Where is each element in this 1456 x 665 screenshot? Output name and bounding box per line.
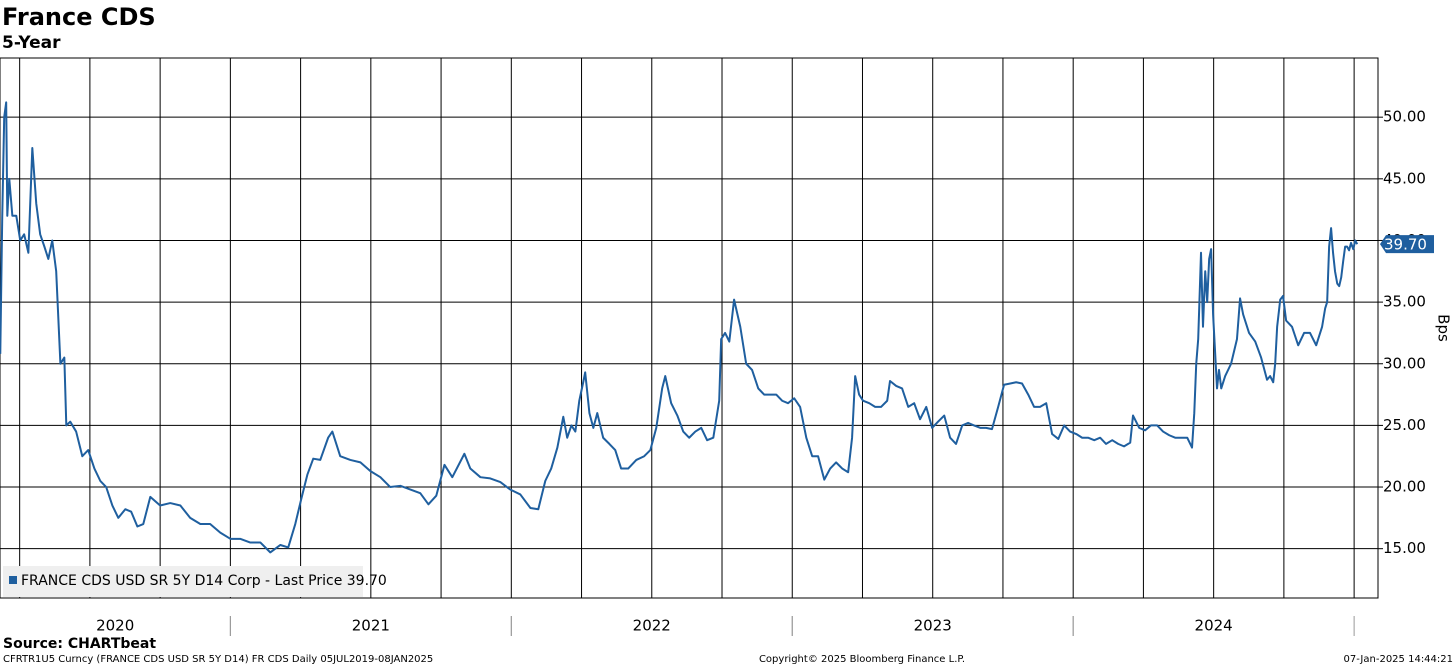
chart-title: France CDS — [2, 3, 156, 31]
y-tick-label: 25.00 — [1383, 416, 1426, 434]
x-tick-label: 2024 — [1195, 617, 1233, 635]
legend-swatch — [9, 576, 17, 584]
y-tick-label: 30.00 — [1383, 354, 1426, 372]
y-tick-label: 35.00 — [1383, 293, 1426, 311]
y-tick-label: 45.00 — [1383, 169, 1426, 187]
chart-subtitle: 5-Year — [2, 33, 61, 53]
legend-label: FRANCE CDS USD SR 5Y D14 Corp - Last Pri… — [21, 573, 387, 589]
x-tick-label: 2020 — [96, 617, 134, 635]
y-tick-label: 20.00 — [1383, 478, 1426, 496]
x-tick-label: 2022 — [633, 617, 671, 635]
footer-center: Copyright© 2025 Bloomberg Finance L.P. — [759, 654, 965, 665]
y-axis-label: Bps — [1435, 314, 1453, 342]
data-line — [0, 101, 1359, 554]
plot-area — [0, 57, 1379, 599]
y-tick-label: 50.00 — [1383, 108, 1426, 126]
x-tick-label: 2023 — [914, 617, 952, 635]
footer-right: 07-Jan-2025 14:44:21 — [1344, 654, 1453, 665]
legend-box — [3, 566, 363, 597]
source: Source: CHARTbeat — [3, 636, 156, 652]
last-price-box — [1380, 235, 1434, 254]
x-tick-label: 2021 — [352, 617, 390, 635]
y-tick-label: 15.00 — [1383, 539, 1426, 557]
last-price-label: 39.70 — [1384, 236, 1427, 254]
footer-left: CFRTR1U5 Curncy (FRANCE CDS USD SR 5Y D1… — [3, 654, 433, 665]
